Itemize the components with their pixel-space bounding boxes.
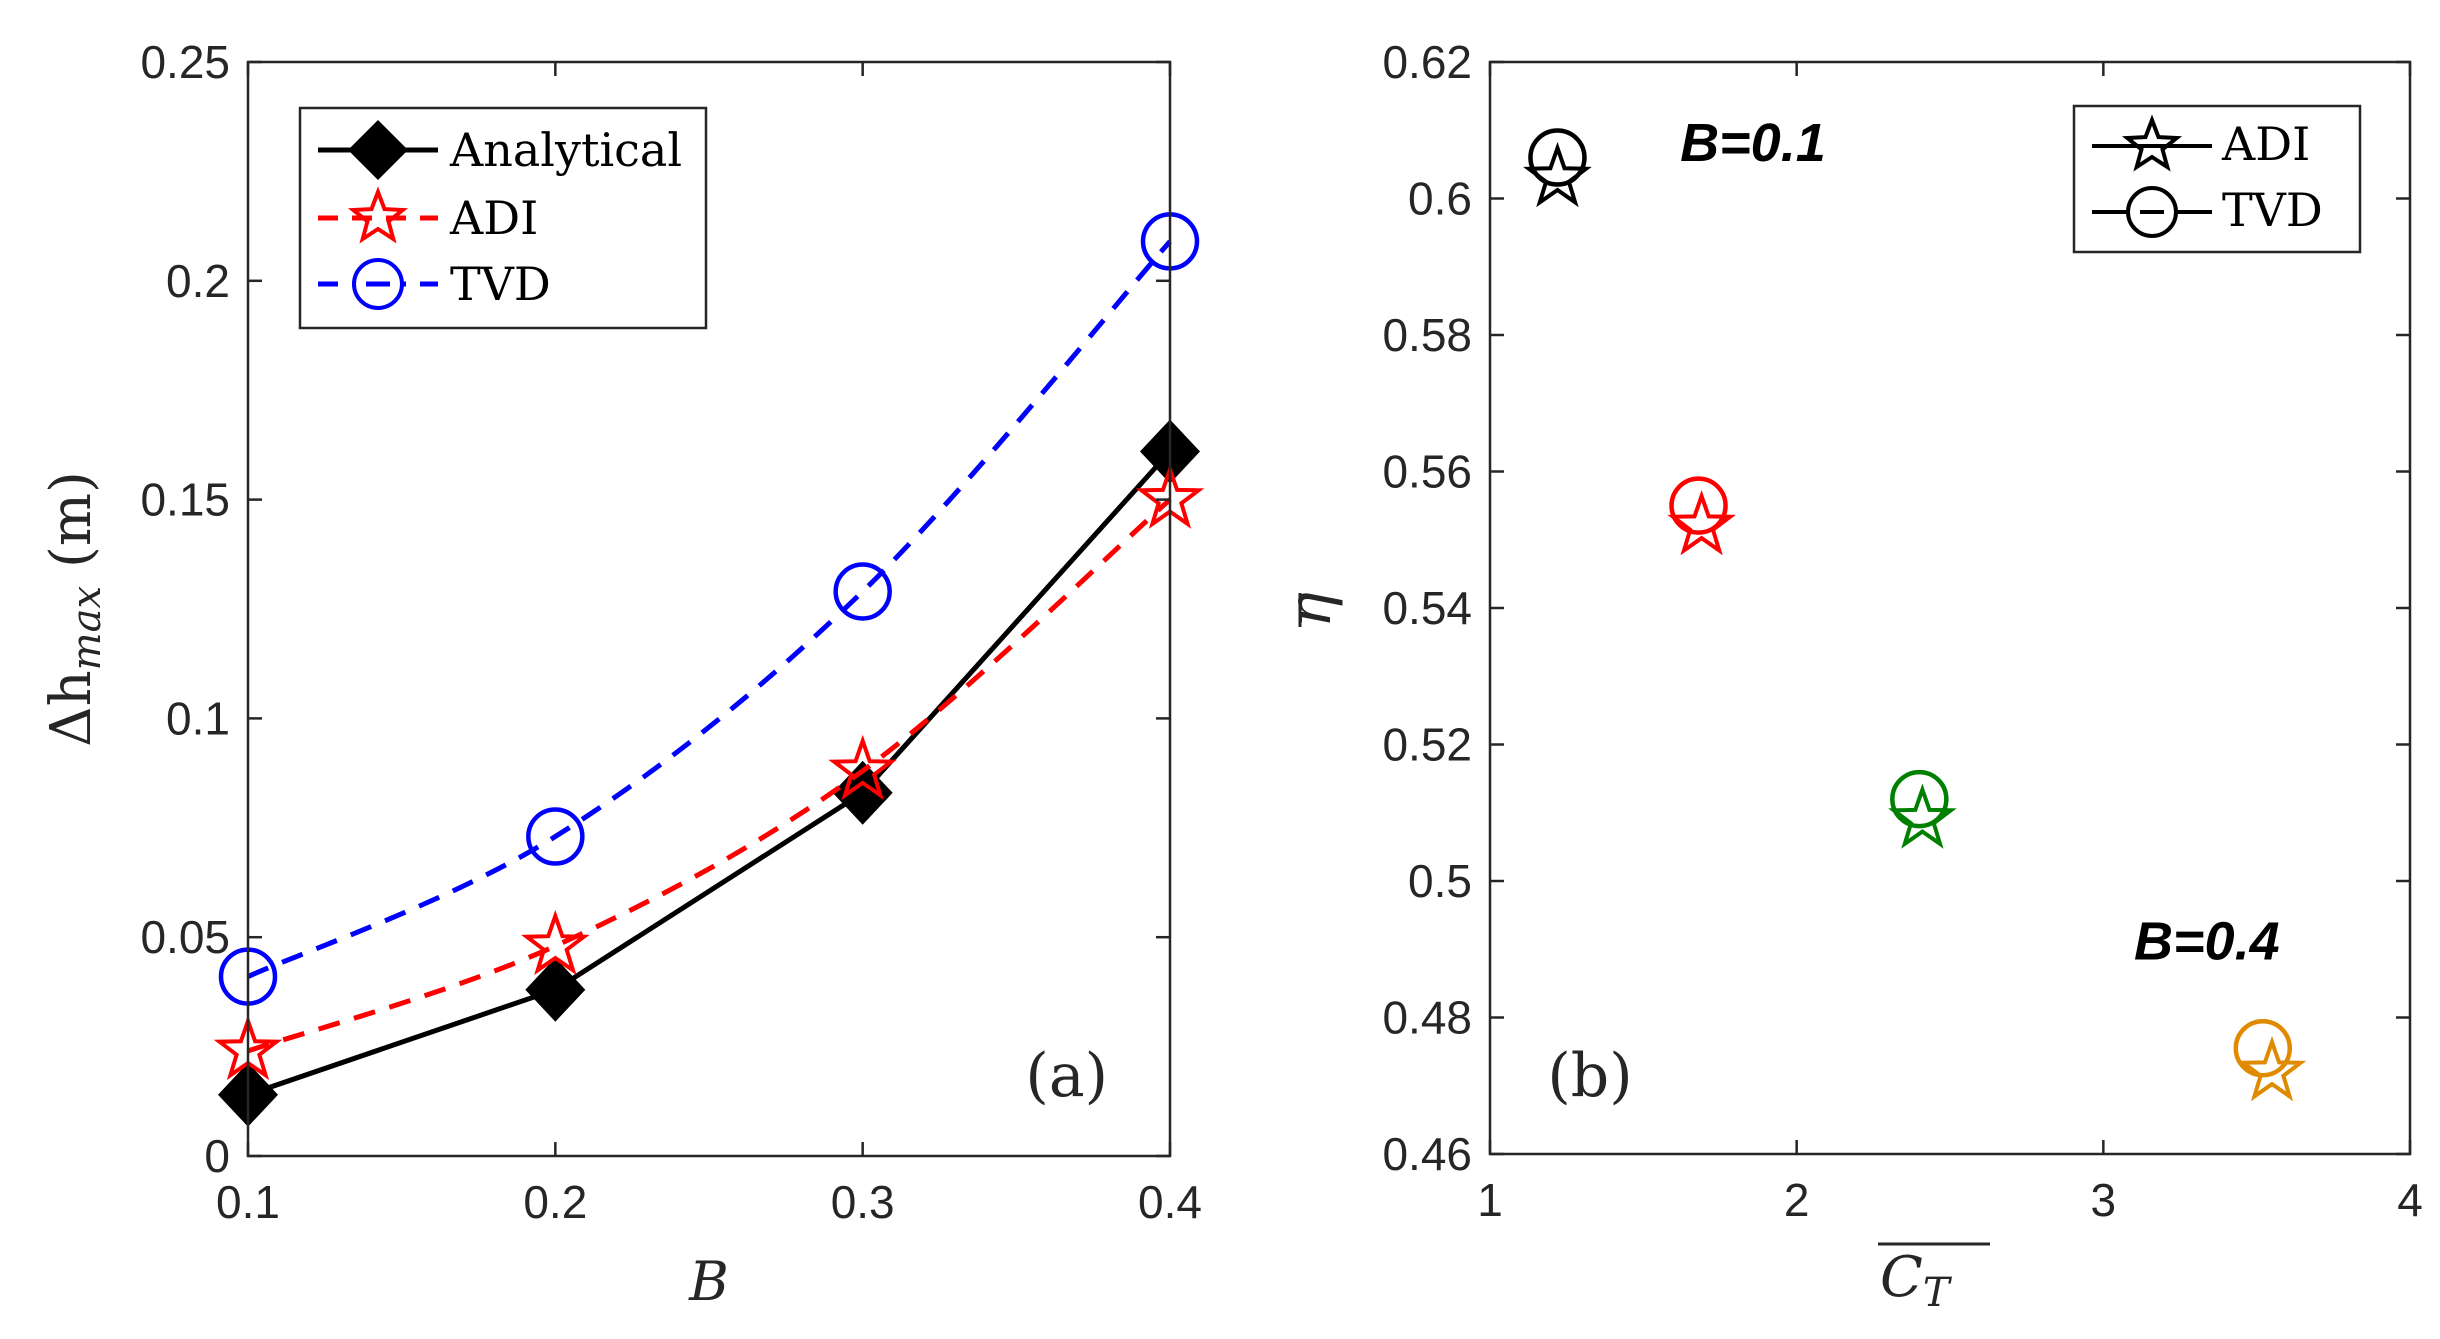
legend-b-tvd-label: TVD <box>2222 183 2323 237</box>
series-line-analytical <box>247 449 1172 1098</box>
annotation-b-0-1: B=0.1 <box>1680 113 1826 173</box>
panel-a-y-tick-label: 0.05 <box>140 911 230 963</box>
legend-b-adi-label: ADI <box>2221 117 2310 171</box>
panel-a-x-tick-label: 0.1 <box>216 1176 280 1228</box>
panel-b-x-tick-label: 3 <box>2091 1174 2117 1226</box>
scatter-point-adi <box>1667 490 1736 556</box>
panel-a-y-tick-label: 0.2 <box>166 255 230 307</box>
panel-b-y-label: η <box>1275 592 1345 628</box>
panel-b-y-tick-label: 0.5 <box>1408 855 1472 907</box>
panel-a-y-label-unit: (m) <box>39 471 104 568</box>
panel-b-x-label-base: C <box>1880 1245 1923 1310</box>
legend-adi-star-marker <box>347 186 409 244</box>
panel-b-y-tick-label: 0.6 <box>1408 173 1472 225</box>
panel-b-label: (b) <box>1547 1041 1632 1111</box>
data-point-adi <box>828 734 897 801</box>
legend-tvd-label: TVD <box>450 257 551 311</box>
scatter-point-tvd <box>1528 128 1587 187</box>
panel-a-y-tick-label: 0.15 <box>140 474 230 526</box>
panel-b-legend: ADI TVD <box>2072 104 2362 254</box>
panel-a-y-axis-label: Δhmax (m) <box>39 471 110 747</box>
panel-b-y-tick-label: 0.46 <box>1382 1128 1472 1180</box>
panel-a-x-tick-label: 0.4 <box>1138 1176 1202 1228</box>
scatter-point-adi <box>2237 1036 2307 1102</box>
data-point-analytical <box>832 760 893 825</box>
legend-b-adi-star-marker <box>2121 114 2183 172</box>
panel-b-x-label: CT <box>1880 1245 1953 1316</box>
data-point-analytical <box>525 957 586 1022</box>
panel-b-y-axis-label: η <box>1275 592 1345 628</box>
panel-a-x-axis-label: B <box>688 1250 729 1313</box>
panel-a-y-tick-label: 0.1 <box>166 692 230 744</box>
panel-b-y-tick-label: 0.58 <box>1382 309 1472 361</box>
panel-a-legend: Analytical ADI TVD <box>298 106 708 330</box>
scatter-point-adi <box>1888 783 1957 849</box>
panel-a-x-tick-label: 0.3 <box>831 1176 895 1228</box>
legend-analytical-label: Analytical <box>449 123 682 177</box>
panel-b: 1 2 3 4 0.46 0.48 0.5 0.52 0.54 0.56 0.58 0.6 0.62 C… <box>1275 36 2423 1316</box>
panel-a-y-label-base: Δh <box>39 670 104 747</box>
panel-b-plot-area <box>1523 128 2307 1102</box>
panel-b-x-axis-label: CT <box>1878 1242 1990 1316</box>
panel-b-y-tick-label: 0.52 <box>1382 719 1472 771</box>
legend-analytical-diamond-marker <box>348 120 408 180</box>
panel-b-y-tick-label: 0.48 <box>1382 992 1472 1044</box>
series-line-tvd <box>246 239 1172 979</box>
scatter-point-tvd <box>1890 769 1949 829</box>
panel-a-axes-frame <box>246 60 1172 1158</box>
panel-a-y-tick-label: 0 <box>204 1130 230 1182</box>
panel-a-y-tick-label: 0.25 <box>140 36 230 88</box>
panel-b-y-tick-label: 0.62 <box>1382 36 1472 88</box>
data-point-tvd <box>526 807 585 866</box>
data-point-adi <box>521 909 590 976</box>
panel-b-legend-box <box>2072 104 2362 254</box>
panel-b-ticks: 1 2 3 4 0.46 0.48 0.5 0.52 0.54 0.56 0.58 0.6 0.62 <box>1382 36 2422 1226</box>
panel-a-ticks: 0.1 0.2 0.3 0.4 0 0.05 0.1 0.15 0.2 0.25 <box>140 36 1202 1228</box>
panel-a-label: (a) <box>1025 1041 1108 1111</box>
panel-b-y-tick-label: 0.56 <box>1382 446 1472 498</box>
scatter-point-adi <box>1523 141 1592 208</box>
panel-a-x-tick-label: 0.2 <box>523 1176 587 1228</box>
panel-b-x-label-sub: T <box>1923 1270 1953 1316</box>
panel-b-x-tick-label: 1 <box>1477 1174 1503 1226</box>
panel-b-x-tick-label: 2 <box>1784 1174 1810 1226</box>
scatter-point-tvd <box>1669 476 1728 535</box>
panel-b-y-tick-label: 0.54 <box>1382 582 1472 634</box>
annotation-b-0-4: B=0.4 <box>2134 911 2280 971</box>
panel-a: 0.1 0.2 0.3 0.4 0 0.05 0.1 0.15 0.2 0.25 B Δhmax (… <box>39 36 1205 1313</box>
panel-b-x-tick-label: 4 <box>2397 1174 2423 1226</box>
legend-adi-label: ADI <box>449 191 538 245</box>
panel-a-y-label-sub: max <box>64 586 110 670</box>
data-point-tvd <box>833 562 892 621</box>
